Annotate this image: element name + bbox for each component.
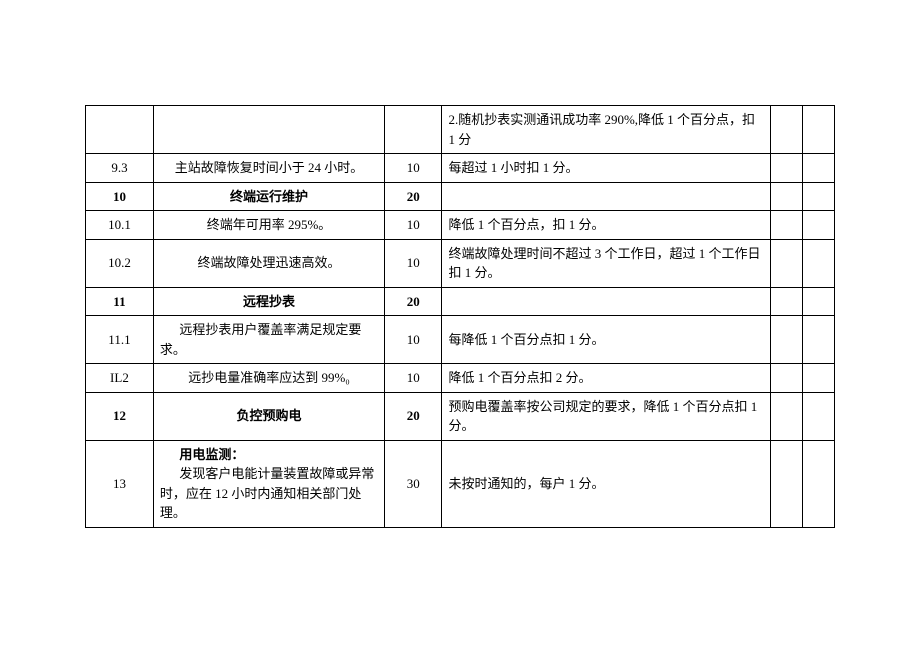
row-extra-1 bbox=[771, 287, 803, 316]
row-extra-2 bbox=[803, 392, 835, 440]
row-score: 20 bbox=[385, 392, 442, 440]
row-description: 终端运行维护 bbox=[153, 182, 384, 211]
row-extra-2 bbox=[803, 239, 835, 287]
row-extra-2 bbox=[803, 364, 835, 393]
row-number: 10.1 bbox=[86, 211, 154, 240]
row-score: 10 bbox=[385, 211, 442, 240]
row-criteria: 降低 1 个百分点扣 2 分。 bbox=[442, 364, 771, 393]
row-score: 20 bbox=[385, 182, 442, 211]
row-number: 13 bbox=[86, 440, 154, 527]
row-extra-1 bbox=[771, 154, 803, 183]
row-extra-1 bbox=[771, 392, 803, 440]
table-row: 9.3主站故障恢复时间小于 24 小时。10每超过 1 小时扣 1 分。 bbox=[86, 154, 835, 183]
row-criteria: 终端故障处理时间不超过 3 个工作日，超过 1 个工作日扣 1 分。 bbox=[442, 239, 771, 287]
row-extra-2 bbox=[803, 182, 835, 211]
table-row: IL2远抄电量准确率应达到 99%₀10降低 1 个百分点扣 2 分。 bbox=[86, 364, 835, 393]
row-score: 30 bbox=[385, 440, 442, 527]
row-description: 主站故障恢复时间小于 24 小时。 bbox=[153, 154, 384, 183]
row-extra-2 bbox=[803, 211, 835, 240]
table-row: 10.1终端年可用率 295%。10降低 1 个百分点，扣 1 分。 bbox=[86, 211, 835, 240]
row-number: 10 bbox=[86, 182, 154, 211]
table-row: 12负控预购电20预购电覆盖率按公司规定的要求，降低 1 个百分点扣 1 分。 bbox=[86, 392, 835, 440]
row-number bbox=[86, 106, 154, 154]
row-number: 11.1 bbox=[86, 316, 154, 364]
row-extra-1 bbox=[771, 440, 803, 527]
row-description: 用电监测：发现客户电能计量装置故障或异常时，应在 12 小时内通知相关部门处理。 bbox=[153, 440, 384, 527]
row-description: 远程抄表 bbox=[153, 287, 384, 316]
row-extra-2 bbox=[803, 287, 835, 316]
row-description: 远程抄表用户覆盖率满足规定要求。 bbox=[153, 316, 384, 364]
row-description bbox=[153, 106, 384, 154]
row-extra-1 bbox=[771, 316, 803, 364]
row-extra-1 bbox=[771, 239, 803, 287]
row-criteria: 降低 1 个百分点，扣 1 分。 bbox=[442, 211, 771, 240]
row-criteria: 每降低 1 个百分点扣 1 分。 bbox=[442, 316, 771, 364]
row-extra-2 bbox=[803, 106, 835, 154]
row-criteria: 2.随机抄表实测通讯成功率 290%,降低 1 个百分点，扣 1 分 bbox=[442, 106, 771, 154]
row-description: 终端年可用率 295%。 bbox=[153, 211, 384, 240]
row-score bbox=[385, 106, 442, 154]
row-criteria: 未按时通知的，每户 1 分。 bbox=[442, 440, 771, 527]
table-row: 11.1远程抄表用户覆盖率满足规定要求。10每降低 1 个百分点扣 1 分。 bbox=[86, 316, 835, 364]
table-row: 13用电监测：发现客户电能计量装置故障或异常时，应在 12 小时内通知相关部门处… bbox=[86, 440, 835, 527]
row-extra-1 bbox=[771, 364, 803, 393]
table-row: 10终端运行维护20 bbox=[86, 182, 835, 211]
row-number: 10.2 bbox=[86, 239, 154, 287]
row-criteria bbox=[442, 182, 771, 211]
row-score: 10 bbox=[385, 239, 442, 287]
evaluation-table: 2.随机抄表实测通讯成功率 290%,降低 1 个百分点，扣 1 分9.3主站故… bbox=[85, 105, 835, 528]
row-description: 负控预购电 bbox=[153, 392, 384, 440]
row-criteria: 预购电覆盖率按公司规定的要求，降低 1 个百分点扣 1 分。 bbox=[442, 392, 771, 440]
row-score: 20 bbox=[385, 287, 442, 316]
row-extra-2 bbox=[803, 440, 835, 527]
row-score: 10 bbox=[385, 316, 442, 364]
row-number: 12 bbox=[86, 392, 154, 440]
row-score: 10 bbox=[385, 154, 442, 183]
row-description: 远抄电量准确率应达到 99%₀ bbox=[153, 364, 384, 393]
table-row: 2.随机抄表实测通讯成功率 290%,降低 1 个百分点，扣 1 分 bbox=[86, 106, 835, 154]
row-extra-1 bbox=[771, 106, 803, 154]
row-criteria bbox=[442, 287, 771, 316]
row-extra-1 bbox=[771, 182, 803, 211]
row-extra-2 bbox=[803, 316, 835, 364]
table-row: 10.2终端故障处理迅速高效。10终端故障处理时间不超过 3 个工作日，超过 1… bbox=[86, 239, 835, 287]
row-number: 11 bbox=[86, 287, 154, 316]
row-number: IL2 bbox=[86, 364, 154, 393]
row-score: 10 bbox=[385, 364, 442, 393]
row-extra-1 bbox=[771, 211, 803, 240]
table-row: 11远程抄表20 bbox=[86, 287, 835, 316]
row-criteria: 每超过 1 小时扣 1 分。 bbox=[442, 154, 771, 183]
row-description: 终端故障处理迅速高效。 bbox=[153, 239, 384, 287]
row-extra-2 bbox=[803, 154, 835, 183]
row-number: 9.3 bbox=[86, 154, 154, 183]
